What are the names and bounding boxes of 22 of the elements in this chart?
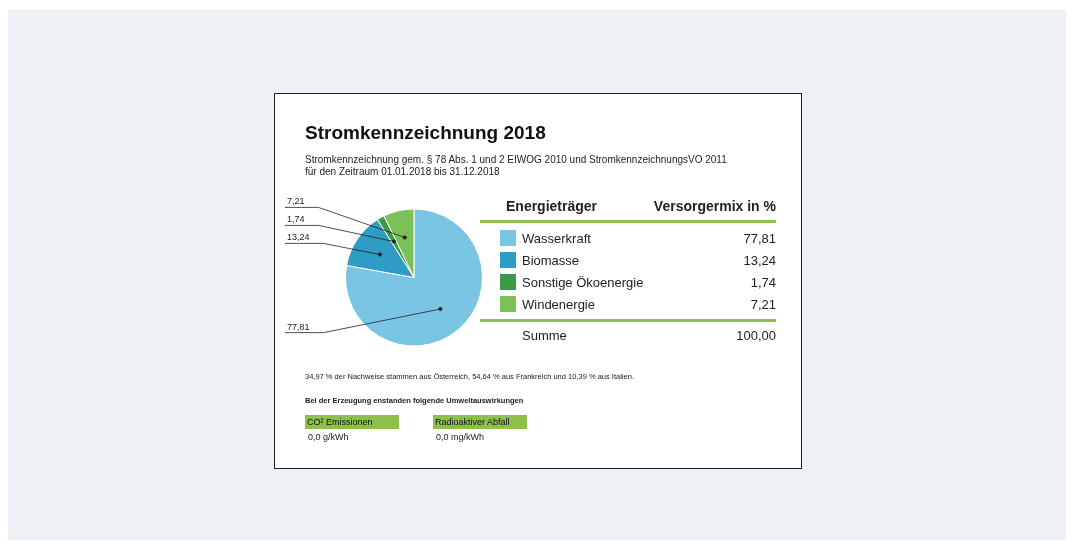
- text: 7,21: [750, 296, 776, 312]
- data-label: 1,74: [287, 214, 305, 225]
- legend-title: Energieträger: [506, 198, 598, 214]
- legend-label: Sonstige Ökoenergie: [522, 274, 644, 290]
- text: 0,0 g/kWh: [307, 431, 350, 444]
- text: Radioaktiver Abfall: [433, 415, 527, 429]
- text: 0,0 mg/kWh: [435, 431, 485, 444]
- text: 1,74: [750, 274, 776, 290]
- legend-label: Windenergie: [522, 296, 595, 312]
- legend-label: Biomasse: [522, 252, 580, 268]
- text: 100,00: [736, 327, 776, 343]
- data-label: 13,24: [287, 232, 310, 243]
- text: Summe: [522, 327, 567, 343]
- text: 13,24: [743, 252, 776, 268]
- data-label: 77,81: [287, 321, 310, 332]
- text: CO² Emissionen: [305, 415, 399, 429]
- text: 77,81: [743, 230, 776, 246]
- data-label: 7,21: [287, 196, 305, 207]
- chart-subtitle: Stromkennzeichnung gem. § 78 Abs. 1 und 2 EIWOG 2010 und StromkennzeichnungsVO 2011 für den Zeitraum 01.01.2018 bis 31.12.2018: [305, 154, 727, 178]
- legend-label: Wasserkraft: [522, 230, 591, 246]
- text: Versorgermix in %: [653, 198, 776, 214]
- chart-title: Stromkennzeichnung 2018: [305, 122, 546, 144]
